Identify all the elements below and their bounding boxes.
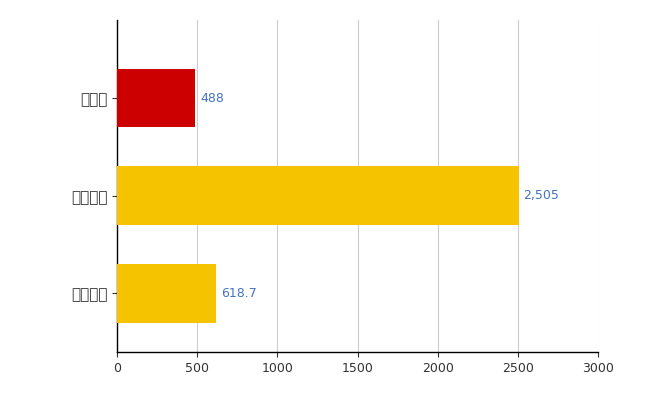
Bar: [117, 264, 216, 323]
Bar: [117, 166, 519, 225]
Bar: [117, 69, 195, 128]
Text: 2,505: 2,505: [523, 189, 559, 202]
Text: 488: 488: [200, 92, 224, 105]
Text: 618.7: 618.7: [221, 287, 257, 300]
